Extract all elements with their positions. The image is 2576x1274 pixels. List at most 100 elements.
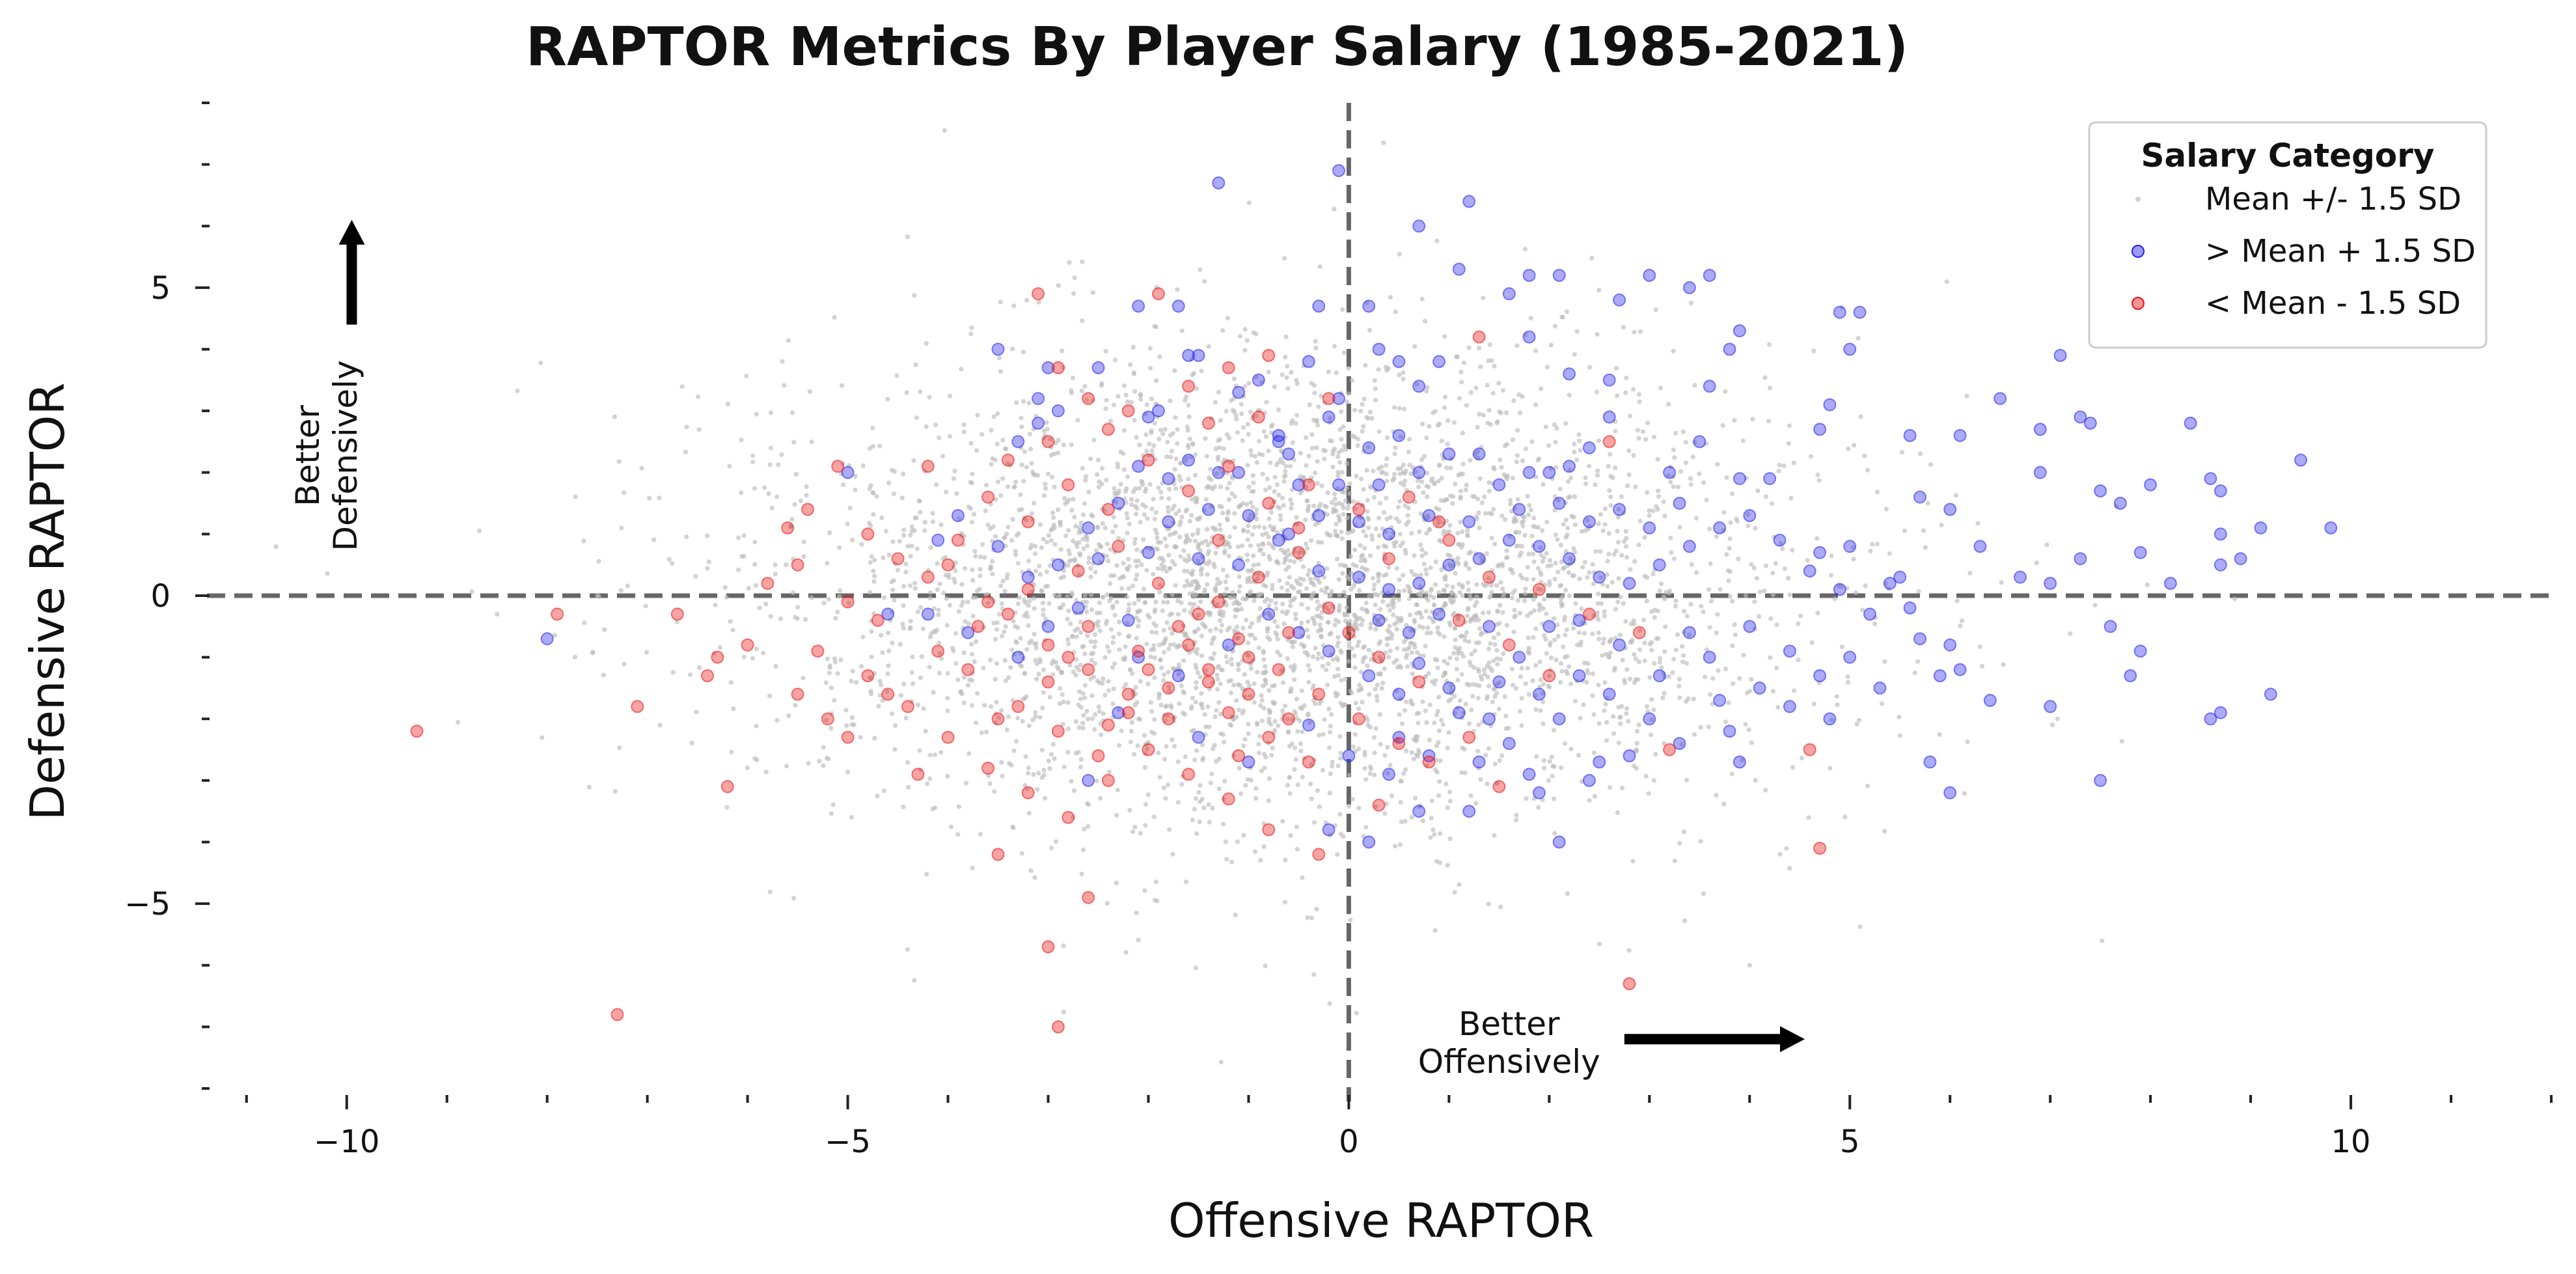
data-point [1458, 488, 1464, 494]
data-point [1235, 682, 1240, 687]
data-point [944, 623, 950, 628]
data-point-high-salary [1953, 663, 1967, 676]
data-point-high-salary [1483, 712, 1496, 726]
data-point [1247, 624, 1253, 630]
data-point-high-salary [1272, 533, 1285, 547]
data-point [1398, 543, 1403, 549]
data-point [1158, 427, 1163, 433]
data-point [1616, 575, 1621, 581]
data-point [1246, 523, 1251, 529]
data-point [1749, 562, 1754, 567]
data-point [1397, 531, 1403, 536]
data-point [1784, 846, 1789, 852]
data-point [1408, 568, 1414, 574]
data-point [1546, 778, 1551, 783]
data-point [1280, 708, 1285, 713]
data-point [1562, 741, 1568, 746]
data-point [860, 634, 866, 640]
data-point-low-salary [871, 613, 884, 627]
data-point [1490, 699, 1495, 704]
data-point [979, 730, 984, 736]
data-point [1267, 541, 1272, 546]
data-point [1015, 715, 1021, 721]
data-point [1039, 588, 1045, 593]
data-point [1503, 517, 1508, 522]
data-point [1487, 480, 1492, 485]
data-point [1166, 496, 1172, 501]
data-point [1503, 726, 1509, 731]
data-point [1281, 621, 1287, 626]
data-point-high-salary [1442, 681, 1456, 695]
data-point [1195, 531, 1200, 536]
data-point [1578, 448, 1583, 453]
data-point [1092, 727, 1097, 732]
data-point [1551, 728, 1557, 733]
data-point [1504, 555, 1509, 561]
data-point [1111, 635, 1116, 640]
data-point [754, 646, 760, 652]
data-point [1718, 587, 1723, 592]
data-point [1261, 542, 1266, 547]
data-point [1144, 641, 1149, 646]
data-point [1112, 613, 1117, 618]
data-point-high-salary [1903, 601, 1917, 615]
data-point [1258, 857, 1263, 863]
data-point-low-salary [720, 780, 734, 794]
data-point [1240, 596, 1246, 602]
data-point [998, 369, 1003, 374]
data-point [590, 650, 596, 655]
data-point [1512, 615, 1517, 620]
data-point-low-salary [1542, 669, 1556, 682]
data-point [1114, 499, 1119, 505]
data-point [1468, 549, 1473, 555]
data-point [1444, 583, 1449, 589]
data-point [1730, 491, 1735, 497]
data-point [1009, 538, 1015, 543]
data-point [1465, 533, 1470, 539]
data-point [969, 480, 975, 486]
data-point-high-salary [1513, 503, 1526, 516]
data-point [1509, 596, 1514, 601]
data-point [1345, 574, 1350, 579]
data-point-low-salary [1382, 552, 1395, 566]
data-point [1483, 753, 1488, 758]
data-point [1106, 688, 1112, 693]
data-point [1305, 915, 1310, 921]
data-point [1701, 609, 1706, 615]
data-point [1213, 714, 1218, 719]
data-point [1320, 655, 1325, 660]
data-point [1352, 634, 1357, 639]
data-point [1026, 771, 1031, 776]
data-point [1164, 454, 1170, 460]
data-point [999, 760, 1004, 765]
data-point [1013, 549, 1018, 554]
data-point [1500, 610, 1505, 615]
data-point [901, 583, 907, 589]
data-point [1325, 682, 1330, 687]
data-point [1364, 467, 1369, 473]
data-point [1350, 433, 1355, 439]
data-point [1558, 661, 1564, 666]
data-point [1622, 680, 1628, 685]
data-point [1243, 782, 1248, 788]
data-point [1381, 140, 1386, 145]
data-point [596, 594, 601, 600]
data-point [1121, 428, 1127, 433]
data-point [1083, 474, 1089, 479]
data-point [1503, 713, 1509, 719]
data-point [1340, 704, 1345, 709]
data-point [1514, 812, 1519, 818]
data-point [1513, 686, 1518, 691]
data-point [845, 521, 850, 527]
data-point [1419, 296, 1425, 301]
data-point [1134, 700, 1140, 705]
data-point-high-salary [1703, 380, 1716, 393]
data-point-high-salary [1121, 613, 1135, 627]
data-point [1224, 654, 1229, 659]
data-point [1944, 279, 1949, 284]
data-point [1210, 656, 1216, 661]
data-point [746, 586, 751, 591]
data-point [1117, 647, 1122, 652]
data-point [1312, 820, 1317, 825]
data-point [1125, 620, 1130, 626]
